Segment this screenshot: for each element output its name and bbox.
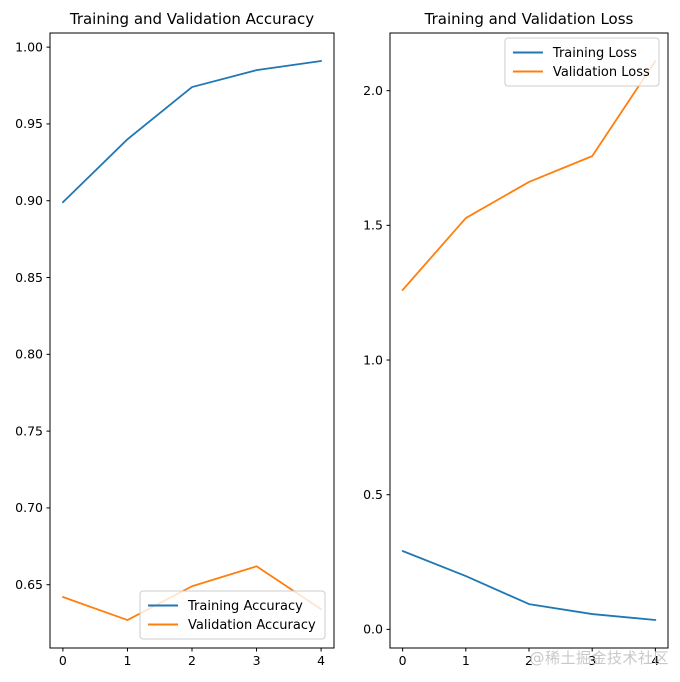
x-tick-label: 1 xyxy=(123,653,131,668)
x-tick-label: 3 xyxy=(588,653,596,668)
loss-chart: 0 1 2 3 4 0.0 0.5 1.0 1.5 2.0 Training and Validat… xyxy=(363,10,669,668)
y-tick-label: 1.0 xyxy=(363,352,383,367)
x-axis: 0 1 2 3 4 xyxy=(59,648,325,668)
x-tick-label: 3 xyxy=(253,653,261,668)
axes: 0 1 2 3 4 0.65 0.70 0.75 0.80 0.85 0.90 0.95 1.00 xyxy=(15,32,335,668)
series-line-training-loss xyxy=(401,550,657,621)
accuracy-chart: 0 1 2 3 4 0.65 0.70 0.75 0.80 0.85 0.90 0.95 1.00 Tra… xyxy=(15,10,335,668)
legend-label-training-loss: Training Loss xyxy=(552,46,637,61)
y-tick-label: 0.5 xyxy=(363,487,383,502)
y-tick-label: 0.80 xyxy=(15,347,43,362)
y-tick-label: 1.00 xyxy=(15,39,43,54)
y-tick-label: 2.0 xyxy=(363,83,383,98)
chart-title: Training and Validation Loss xyxy=(424,10,634,28)
legend-box xyxy=(139,590,326,640)
series-line-validation-loss xyxy=(401,60,657,291)
y-tick-label: 0.0 xyxy=(363,622,383,637)
x-tick-label: 1 xyxy=(462,653,470,668)
y-tick-label: 0.90 xyxy=(15,193,43,208)
y-tick-label: 1.5 xyxy=(363,218,383,233)
x-tick-label: 4 xyxy=(651,653,659,668)
x-tick-label: 2 xyxy=(188,653,196,668)
y-axis: 0.0 0.5 1.0 1.5 2.0 xyxy=(363,83,390,637)
y-tick-label: 0.85 xyxy=(15,270,43,285)
legend: Training Accuracy Validation Accuracy xyxy=(139,590,326,640)
y-tick-label: 0.70 xyxy=(15,500,43,515)
x-axis: 0 1 2 3 4 xyxy=(399,648,659,668)
y-tick-label: 0.75 xyxy=(15,423,43,438)
chart-title: Training and Validation Accuracy xyxy=(69,10,314,28)
x-tick-label: 2 xyxy=(525,653,533,668)
x-tick-label: 0 xyxy=(59,653,67,668)
x-tick-label: 0 xyxy=(399,653,407,668)
legend-label-training-accuracy: Training Accuracy xyxy=(187,599,303,614)
legend-label-validation-loss: Validation Loss xyxy=(553,65,650,80)
y-axis: 0.65 0.70 0.75 0.80 0.85 0.90 0.95 1.00 xyxy=(15,39,50,592)
legend: Training Loss Validation Loss xyxy=(504,37,660,87)
y-tick-label: 0.95 xyxy=(15,116,43,131)
series-line-training-accuracy xyxy=(62,60,322,204)
x-tick-label: 4 xyxy=(317,653,325,668)
series-line-validation-accuracy xyxy=(62,565,322,621)
legend-label-validation-accuracy: Validation Accuracy xyxy=(188,618,316,633)
axes: 0 1 2 3 4 0.0 0.5 1.0 1.5 2.0 xyxy=(363,32,669,668)
y-tick-label: 0.65 xyxy=(15,577,43,592)
legend-box xyxy=(504,37,660,87)
